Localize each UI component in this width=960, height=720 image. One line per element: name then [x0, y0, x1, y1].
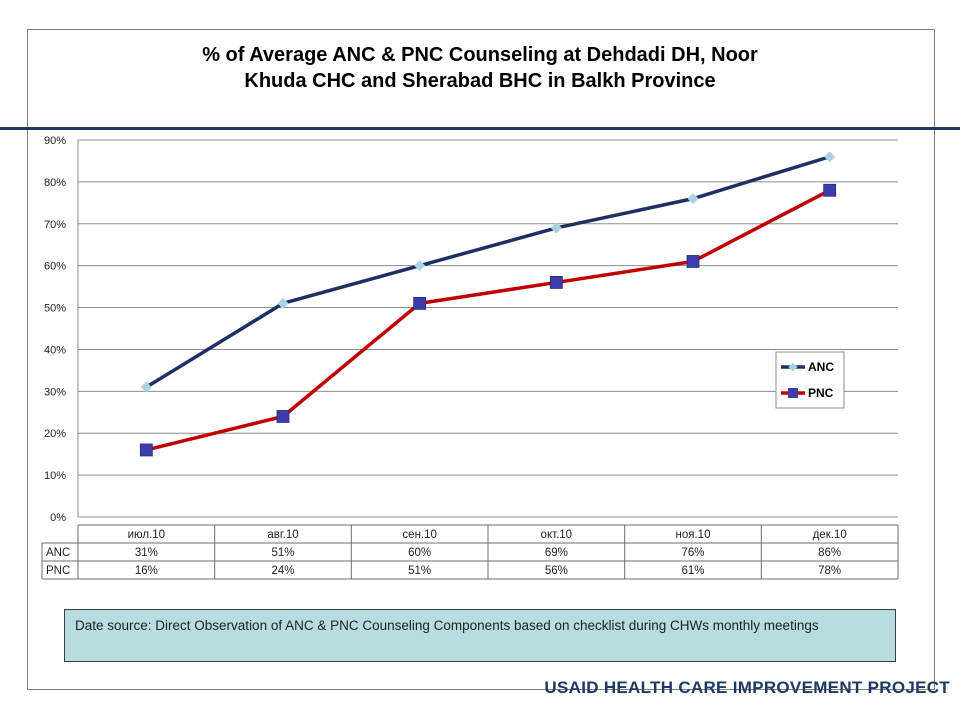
x-category-label: сен.10 [402, 529, 436, 541]
y-tick-label: 30% [44, 386, 66, 398]
table-value: 76% [681, 547, 704, 559]
y-tick-label: 10% [44, 470, 66, 482]
data-point-anc [550, 222, 562, 234]
table-series-name: PNC [46, 565, 70, 577]
chart-title: % of Average ANC & PNC Counseling at Deh… [60, 42, 900, 94]
data-point-pnc [139, 443, 153, 457]
table-series-name: ANC [46, 547, 70, 559]
data-point-pnc [549, 276, 563, 289]
y-tick-label: 90% [44, 135, 66, 147]
data-point-anc [277, 297, 289, 309]
table-value: 16% [135, 565, 158, 577]
table-value: 61% [681, 565, 704, 577]
y-tick-label: 80% [44, 177, 66, 189]
data-point-pnc [276, 410, 290, 423]
data-source-note: Date source: Direct Observation of ANC &… [64, 609, 896, 662]
data-point-anc [414, 260, 426, 272]
y-tick-label: 50% [44, 303, 66, 315]
chart-title-line2: Khuda CHC and Sherabad BHC in Balkh Prov… [244, 70, 716, 92]
table-value: 60% [408, 547, 431, 559]
table-value: 51% [408, 565, 431, 577]
table-value: 86% [818, 547, 841, 559]
chart-title-line1: % of Average ANC & PNC Counseling at Deh… [202, 44, 758, 66]
slide-frame [27, 29, 935, 690]
header-rule [0, 127, 960, 130]
x-category-label: ноя.10 [676, 529, 711, 541]
series-line-anc [145, 155, 831, 389]
legend-box [775, 351, 845, 409]
y-tick-label: 20% [44, 428, 66, 440]
y-tick-label: 60% [44, 261, 66, 273]
table-value: 51% [271, 547, 294, 559]
data-point-anc [687, 193, 699, 205]
data-point-pnc [413, 296, 427, 310]
table-value: 24% [271, 565, 294, 577]
x-category-label: авг.10 [267, 529, 298, 541]
table-value: 69% [545, 547, 568, 559]
legend-swatch-marker [788, 362, 798, 372]
y-tick-label: 70% [44, 219, 66, 231]
data-point-pnc [686, 255, 700, 268]
data-point-anc [140, 381, 152, 393]
legend-label: ANC [808, 360, 834, 374]
table-value: 56% [545, 565, 568, 577]
legend-swatch-marker [788, 388, 798, 398]
y-tick-label: 0% [50, 512, 66, 524]
footer-project-name: USAID HEALTH CARE IMPROVEMENT PROJECT [544, 678, 950, 697]
data-point-anc [824, 151, 836, 163]
x-category-label: окт.10 [541, 529, 573, 541]
x-category-label: дек.10 [813, 529, 847, 541]
legend-label: PNC [808, 386, 834, 400]
series-line-pnc [145, 188, 831, 452]
table-value: 31% [135, 547, 158, 559]
data-point-pnc [823, 183, 837, 197]
y-tick-label: 40% [44, 344, 66, 356]
table-value: 78% [818, 565, 841, 577]
x-category-label: июл.10 [128, 529, 166, 541]
